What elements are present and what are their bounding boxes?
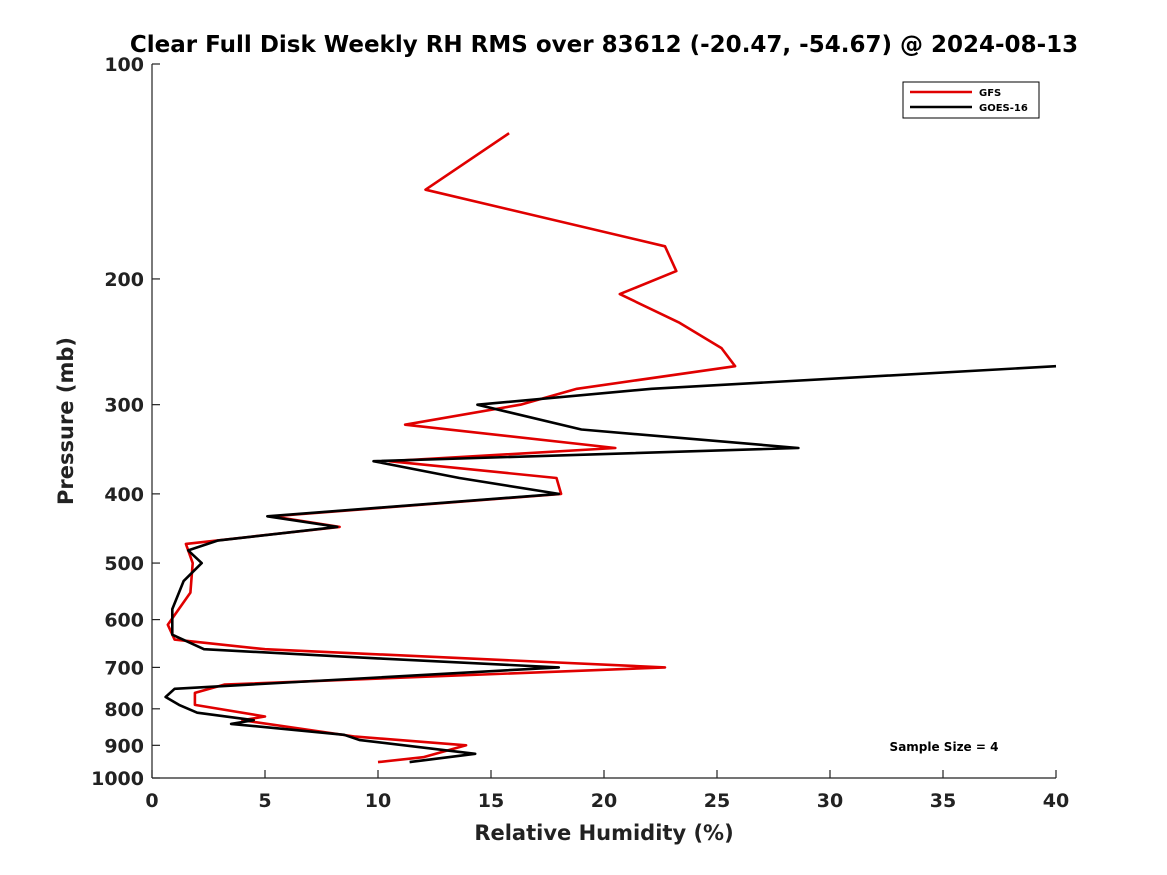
legend-label-goes-16: GOES-16 — [979, 103, 1028, 114]
y-tick-label: 1000 — [91, 768, 144, 790]
legend-box — [902, 81, 1040, 119]
y-ticks: 100 200 300 400 500 600 700 800 900 1000 — [91, 54, 160, 790]
legend-label-gfs: GFS — [979, 88, 1001, 99]
y-tick-label: 400 — [104, 484, 144, 506]
plot-lines — [164, 132, 1057, 764]
y-tick-label: 500 — [104, 553, 144, 575]
y-tick-label: 100 — [104, 54, 144, 76]
sample-size-annotation: Sample Size = 4 — [890, 740, 999, 754]
x-tick-label: 15 — [478, 790, 504, 812]
series-line-gfs — [166, 132, 737, 764]
x-tick-label: 5 — [258, 790, 271, 812]
x-ticks: 0 5 10 15 20 25 30 35 40 — [145, 770, 1069, 812]
x-tick-label: 20 — [591, 790, 617, 812]
y-tick-label: 600 — [104, 610, 144, 632]
y-tick-label: 900 — [104, 735, 144, 757]
y-tick-label: 700 — [104, 657, 144, 679]
y-axis-label: Pressure (mb) — [54, 337, 78, 505]
y-tick-label: 200 — [104, 269, 144, 291]
x-tick-label: 35 — [930, 790, 956, 812]
x-tick-label: 25 — [704, 790, 730, 812]
x-axis-label: Relative Humidity (%) — [474, 821, 733, 845]
x-tick-label: 10 — [365, 790, 391, 812]
legend: GFS GOES-16 — [902, 81, 1040, 119]
y-tick-label: 800 — [104, 699, 144, 721]
x-tick-label: 30 — [817, 790, 843, 812]
series-line-goes-16 — [164, 364, 1057, 764]
chart-title: Clear Full Disk Weekly RH RMS over 83612… — [130, 32, 1078, 58]
x-tick-label: 40 — [1043, 790, 1069, 812]
x-tick-label: 0 — [145, 790, 158, 812]
y-tick-label: 300 — [104, 395, 144, 417]
